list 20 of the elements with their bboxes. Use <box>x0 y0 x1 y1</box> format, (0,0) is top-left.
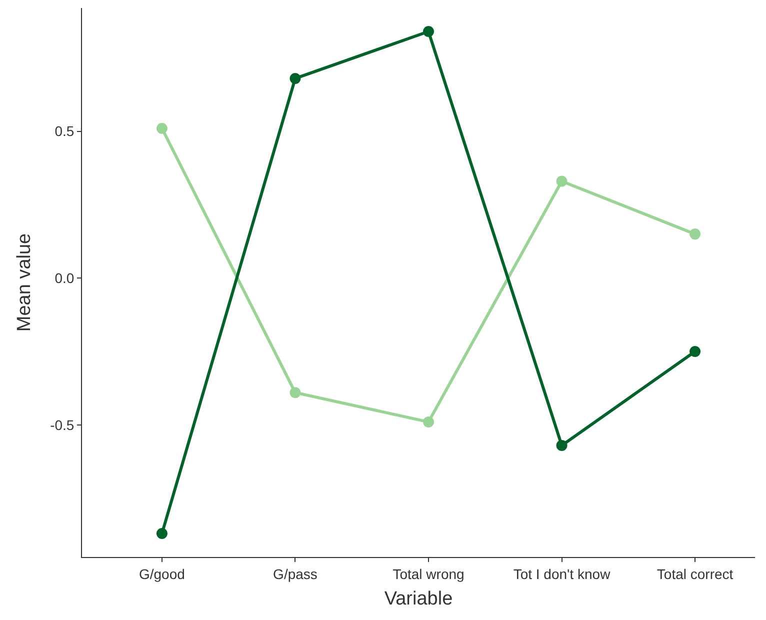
point <box>156 528 168 540</box>
x-axis-title: Variable <box>384 588 453 610</box>
x-tick-label: G/pass <box>273 566 318 582</box>
x-tick-label: Total wrong <box>392 566 464 582</box>
x-tick-label: Total correct <box>656 566 734 582</box>
point <box>423 416 434 428</box>
point <box>290 72 301 84</box>
point <box>556 440 568 451</box>
y-tick-label: 0.0 <box>54 270 74 286</box>
point <box>690 228 701 240</box>
point <box>690 346 701 357</box>
point <box>156 122 168 134</box>
point <box>290 387 301 398</box>
point <box>423 26 434 37</box>
y-tick-label: 0.5 <box>54 123 74 140</box>
point <box>556 176 568 187</box>
y-axis-title: Mean value <box>14 233 35 332</box>
x-tick-label: G/good <box>138 566 185 582</box>
x-tick-label: Tot I don't know <box>513 566 612 582</box>
y-tick-label: -0.5 <box>50 416 74 433</box>
